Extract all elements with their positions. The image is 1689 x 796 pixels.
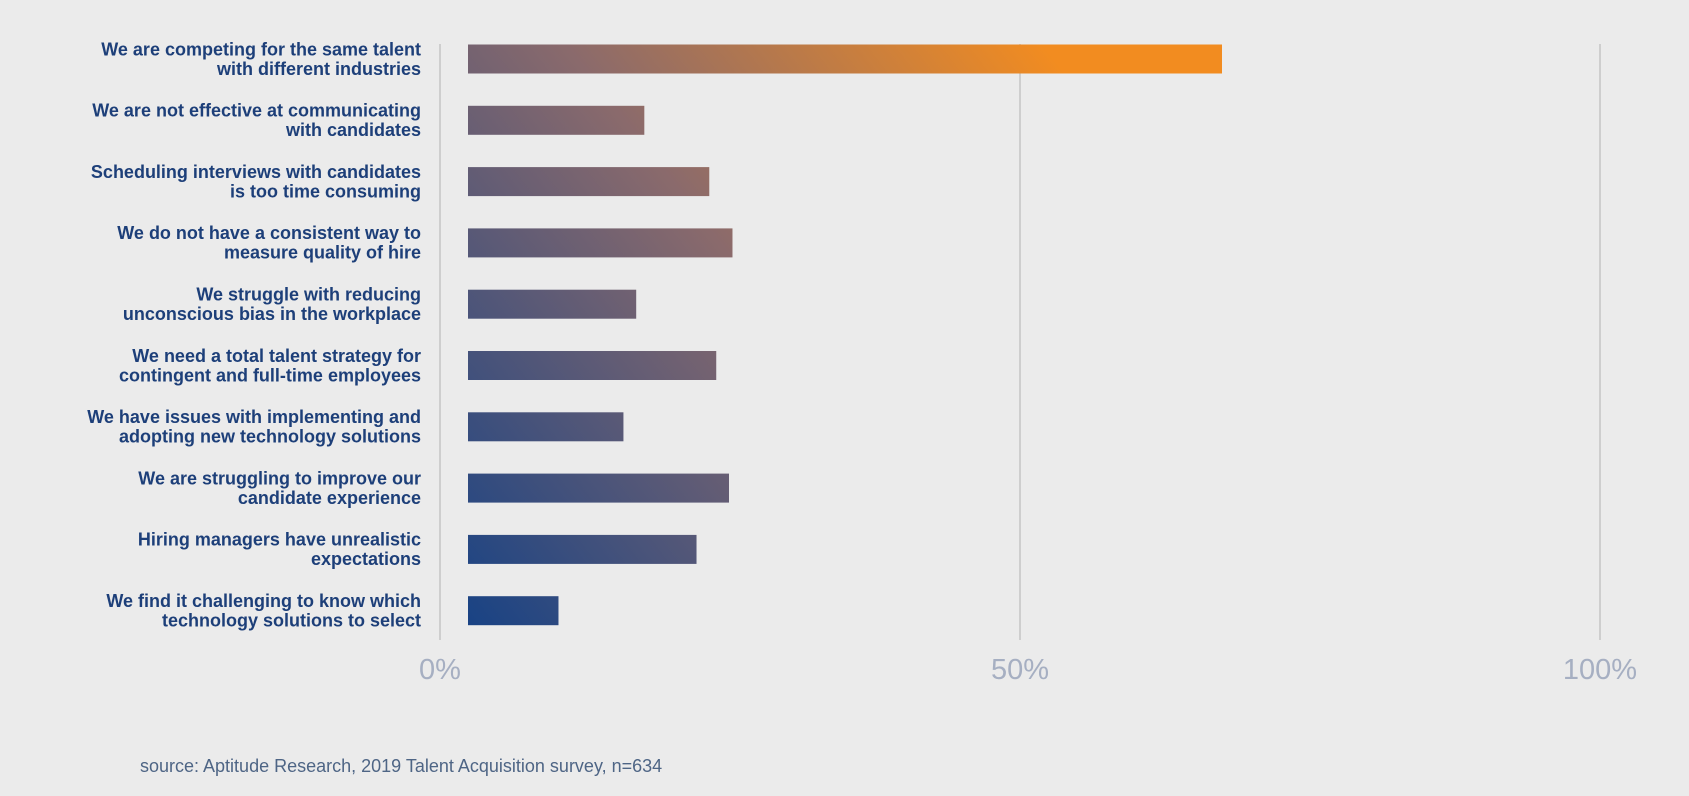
category-label-5: We need a total talent strategy for conti… [119,346,421,386]
category-label-5-line-1: contingent and full-time employees [119,365,421,385]
bar-1 [468,105,645,135]
bar-9 [468,596,559,626]
category-labels: We are competing for the same talent with… [87,39,421,630]
category-label-2-line-1: is too time consuming [230,181,421,201]
category-label-4-line-1: unconscious bias in the workplace [123,304,421,324]
bar-3 [468,228,733,258]
category-label-2-line-0: Scheduling interviews with candidates [91,162,421,182]
category-label-9-line-0: We find it challenging to know which [106,591,421,611]
bar-2 [468,167,710,197]
tick-label-0: 0% [419,654,461,686]
tick-label-2: 100% [1563,654,1637,686]
category-label-7: We are struggling to improve our candidat… [138,468,421,508]
x-axis-ticks: 0% 50% 100% [419,654,1637,686]
category-label-8-line-1: expectations [311,549,421,569]
category-label-1: We are not effective at communicating wit… [92,101,421,141]
category-label-0-line-0: We are competing for the same talent [101,39,421,59]
bar-6 [468,412,624,442]
category-label-2: Scheduling interviews with candidates is … [91,162,421,202]
category-label-8-line-0: Hiring managers have unrealistic [138,530,421,550]
category-label-0-line-1: with different industries [216,59,421,79]
tick-label-1: 50% [991,654,1049,686]
category-label-1-line-1: with candidates [285,120,421,140]
category-label-9-line-1: technology solutions to select [162,610,421,630]
source-note: source: Aptitude Research, 2019 Talent A… [140,756,663,776]
category-label-5-line-0: We need a total talent strategy for [132,346,421,366]
bar-5 [468,351,717,380]
category-label-7-line-0: We are struggling to improve our [138,468,421,488]
category-label-1-line-0: We are not effective at communicating [92,101,421,121]
bar-7 [468,473,729,503]
bar-0 [468,44,1222,74]
category-label-6-line-0: We have issues with implementing and [87,407,421,427]
category-label-6: We have issues with implementing and adop… [87,407,421,447]
category-label-4-line-0: We struggle with reducing [196,284,421,304]
category-label-8: Hiring managers have unrealistic expectat… [138,530,421,570]
category-label-4: We struggle with reducing unconscious bia… [123,284,421,324]
category-label-3-line-1: measure quality of hire [224,243,421,263]
category-label-3-line-0: We do not have a consistent way to [117,223,421,243]
category-label-7-line-1: candidate experience [238,488,421,508]
category-label-0: We are competing for the same talent with… [101,39,421,79]
bar-8 [468,534,697,564]
category-label-9: We find it challenging to know which tech… [106,591,421,631]
category-label-3: We do not have a consistent way to measur… [117,223,421,263]
bar-layer [468,44,1222,626]
bar-4 [468,289,637,319]
category-label-6-line-1: adopting new technology solutions [119,427,421,447]
grid-layer [439,44,1601,640]
